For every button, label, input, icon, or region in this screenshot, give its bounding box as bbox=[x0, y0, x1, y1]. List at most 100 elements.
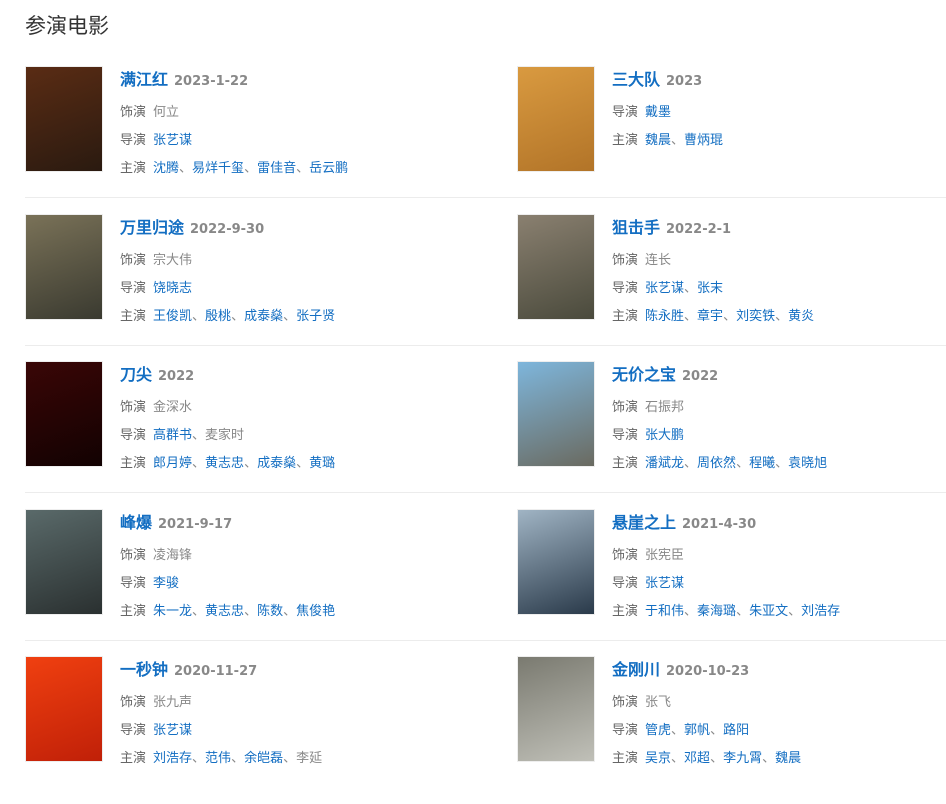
movie-poster[interactable] bbox=[25, 508, 103, 615]
movie-row: 刀尖 2022 饰演 金深水 导演 高群书、麦家时 主演 郎月婷、黄志忠、成泰燊、黄璐 无价之宝… bbox=[25, 361, 946, 509]
person-link[interactable]: 刘奕铁 bbox=[736, 308, 776, 324]
movie-title-link[interactable]: 三大队 bbox=[612, 70, 661, 89]
movie-heading: 金刚川 2020-10-23 bbox=[612, 656, 801, 680]
person-link[interactable]: 刘浩存 bbox=[801, 603, 841, 619]
person-link[interactable]: 范伟 bbox=[205, 751, 232, 766]
person-link[interactable]: 张艺谋 bbox=[645, 575, 685, 591]
person-link[interactable]: 陈永胜 bbox=[645, 308, 685, 324]
person-link[interactable]: 曹炳琨 bbox=[684, 133, 724, 148]
person-link[interactable]: 雷佳音 bbox=[257, 161, 297, 176]
person-link: 李延 bbox=[296, 751, 323, 766]
person-link[interactable]: 焦俊艳 bbox=[296, 603, 336, 619]
separator: 、 bbox=[192, 456, 206, 471]
person-link[interactable]: 于和伟 bbox=[645, 603, 685, 619]
role-name: 凌海锋 bbox=[153, 547, 193, 563]
person-link[interactable]: 张艺谋 bbox=[153, 723, 193, 738]
person-link[interactable]: 周依然 bbox=[697, 456, 737, 471]
director-label: 导演 bbox=[612, 280, 639, 296]
role-name: 张九声 bbox=[153, 695, 193, 710]
person-link[interactable]: 黄炎 bbox=[788, 308, 815, 324]
person-link[interactable]: 殷桃 bbox=[205, 308, 232, 324]
movie-date: 2020-11-27 bbox=[174, 664, 258, 679]
movie-date: 2023 bbox=[666, 74, 703, 89]
movie-info: 万里归途 2022-9-30 饰演 宗大伟 导演 饶晓志 主演 王俊凯、殷桃、成泰燊、张子贤 bbox=[120, 214, 336, 324]
person-link: 麦家时 bbox=[205, 428, 245, 443]
movie-title-link[interactable]: 峰爆 bbox=[120, 512, 153, 532]
person-link[interactable]: 秦海璐 bbox=[697, 603, 737, 619]
movie-poster[interactable] bbox=[517, 213, 595, 320]
movie-poster[interactable] bbox=[25, 361, 103, 467]
person-link[interactable]: 张大鹏 bbox=[645, 428, 685, 443]
separator: 、 bbox=[283, 308, 297, 324]
person-link[interactable]: 成泰燊 bbox=[257, 456, 297, 471]
person-link[interactable]: 易烊千玺 bbox=[192, 161, 245, 176]
separator: 、 bbox=[231, 308, 245, 324]
person-link[interactable]: 管虎 bbox=[645, 723, 672, 738]
movie-poster[interactable] bbox=[25, 656, 103, 762]
person-link[interactable]: 陈数 bbox=[257, 603, 284, 619]
person-link[interactable]: 饶晓志 bbox=[153, 280, 193, 296]
person-link[interactable]: 张艺谋 bbox=[645, 280, 685, 296]
person-link[interactable]: 朱一龙 bbox=[153, 603, 193, 619]
movie-title-link[interactable]: 狙击手 bbox=[612, 217, 661, 237]
movie-poster[interactable] bbox=[517, 508, 595, 615]
cast-line: 主演 陈永胜、章宇、刘奕铁、黄炎 bbox=[612, 305, 815, 324]
role-name: 金深水 bbox=[153, 400, 193, 415]
person-link[interactable]: 成泰燊 bbox=[244, 308, 284, 324]
role-label: 饰演 bbox=[120, 105, 147, 120]
separator: 、 bbox=[775, 308, 789, 324]
cast-label: 主演 bbox=[612, 133, 639, 148]
person-link[interactable]: 郭帆 bbox=[684, 723, 711, 738]
person-link[interactable]: 黄志忠 bbox=[205, 603, 245, 619]
person-link[interactable]: 张末 bbox=[697, 280, 724, 296]
person-link[interactable]: 岳云鹏 bbox=[309, 161, 349, 176]
separator: 、 bbox=[192, 428, 206, 443]
movie-poster[interactable] bbox=[25, 213, 103, 320]
person-link[interactable]: 潘斌龙 bbox=[645, 456, 685, 471]
movie-title-link[interactable]: 无价之宝 bbox=[612, 365, 677, 384]
person-link[interactable]: 魏晨 bbox=[645, 133, 672, 148]
person-link[interactable]: 路阳 bbox=[723, 723, 750, 738]
director-line: 导演 张大鹏 bbox=[612, 424, 827, 443]
movie-title-link[interactable]: 刀尖 bbox=[120, 365, 153, 384]
person-link[interactable]: 黄璐 bbox=[309, 456, 336, 471]
person-link[interactable]: 邓超 bbox=[684, 751, 711, 766]
person-link[interactable]: 李九霄 bbox=[723, 751, 763, 766]
director-label: 导演 bbox=[120, 428, 147, 443]
person-link[interactable]: 章宇 bbox=[697, 308, 724, 324]
movie-title-link[interactable]: 满江红 bbox=[120, 70, 169, 89]
person-link[interactable]: 郎月婷 bbox=[153, 456, 193, 471]
movie-title-link[interactable]: 金刚川 bbox=[612, 660, 661, 679]
movie-row: 峰爆 2021-9-17 饰演 凌海锋 导演 李骏 主演 朱一龙、黄志忠、陈数、焦俊艳 悬崖之上… bbox=[25, 508, 946, 657]
cast-line: 主演 王俊凯、殷桃、成泰燊、张子贤 bbox=[120, 305, 336, 324]
person-link[interactable]: 张子贤 bbox=[296, 308, 336, 324]
director-line: 导演 高群书、麦家时 bbox=[120, 424, 335, 443]
movie-poster[interactable] bbox=[517, 656, 595, 762]
person-link[interactable]: 戴墨 bbox=[645, 105, 672, 120]
person-link[interactable]: 魏晨 bbox=[775, 751, 802, 766]
movie-poster[interactable] bbox=[25, 66, 103, 172]
movie-title-link[interactable]: 万里归途 bbox=[120, 217, 185, 237]
movie-title-link[interactable]: 悬崖之上 bbox=[612, 512, 677, 532]
person-link[interactable]: 朱亚文 bbox=[749, 603, 789, 619]
person-link[interactable]: 沈腾 bbox=[153, 161, 180, 176]
movie-poster[interactable] bbox=[517, 66, 595, 172]
movie-info: 一秒钟 2020-11-27 饰演 张九声 导演 张艺谋 主演 刘浩存、范伟、余皑磊、李延 bbox=[120, 656, 323, 766]
person-link[interactable]: 袁晓旭 bbox=[788, 456, 828, 471]
movie-heading: 万里归途 2022-9-30 bbox=[120, 214, 335, 238]
person-link[interactable]: 余皑磊 bbox=[244, 751, 284, 766]
person-link[interactable]: 张艺谋 bbox=[153, 133, 193, 148]
row-divider bbox=[25, 344, 946, 346]
movie-title-link[interactable]: 一秒钟 bbox=[120, 660, 169, 679]
movie-poster[interactable] bbox=[517, 361, 595, 467]
person-link[interactable]: 李骏 bbox=[153, 575, 180, 591]
person-link[interactable]: 吴京 bbox=[645, 751, 672, 766]
movie-date: 2022 bbox=[682, 369, 719, 384]
person-link[interactable]: 高群书 bbox=[153, 428, 193, 443]
person-link[interactable]: 刘浩存 bbox=[153, 751, 193, 766]
person-link[interactable]: 王俊凯 bbox=[153, 308, 193, 324]
person-link[interactable]: 黄志忠 bbox=[205, 456, 245, 471]
separator: 、 bbox=[736, 603, 750, 619]
person-link[interactable]: 程曦 bbox=[749, 456, 776, 471]
movie-info: 金刚川 2020-10-23 饰演 张飞 导演 管虎、郭帆、路阳 主演 吴京、邓超、李九霄、魏… bbox=[612, 656, 802, 766]
